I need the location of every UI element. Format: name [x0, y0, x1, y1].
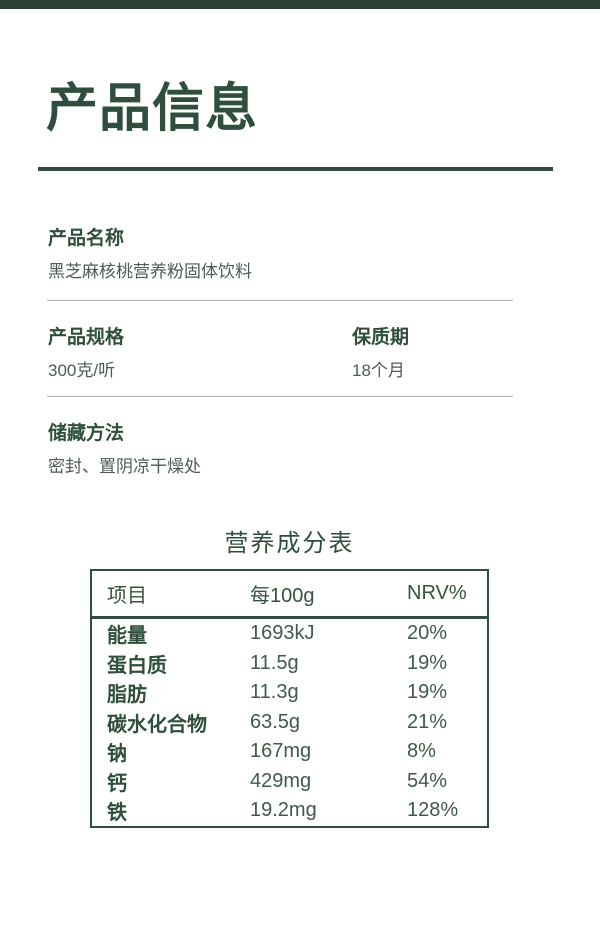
- table-cell: 铁: [107, 802, 127, 825]
- header-nrv: NRV%: [407, 582, 467, 604]
- separator: [47, 396, 513, 397]
- table-cell: 1693kJ: [250, 622, 315, 645]
- table-cell: 167mg: [250, 740, 312, 763]
- table-row: 碳水化合物 63.5g 21%: [92, 708, 487, 738]
- table-cell: 蛋白质: [107, 654, 167, 677]
- storage-value: 密封、置阴凉干燥处: [48, 457, 201, 476]
- spec-value: 300克/听: [48, 361, 116, 380]
- shelf-life-value: 18个月: [352, 361, 405, 380]
- table-cell: 钠: [107, 743, 127, 766]
- storage-label: 储藏方法: [48, 423, 125, 444]
- shelf-life-label: 保质期: [352, 327, 410, 348]
- table-cell: 20%: [407, 622, 448, 645]
- nutrition-table-body: 能量 1693kJ 20% 蛋白质 11.5g 19% 脂肪 11.3g 19% 碳水化合物 63.…: [92, 619, 487, 826]
- section-spec: 产品规格 300克/听: [48, 327, 352, 381]
- product-name-label: 产品名称: [48, 228, 125, 249]
- table-cell: 19.2mg: [250, 799, 317, 822]
- title-underline: [38, 167, 553, 171]
- nutrition-table: 项目 每100g NRV% 能量 1693kJ 20% 蛋白质 11.5g 19% 脂肪 11…: [90, 569, 489, 828]
- table-cell: 11.5g: [250, 651, 299, 674]
- table-cell: 8%: [407, 740, 436, 763]
- table-row: 能量 1693kJ 20%: [92, 619, 487, 649]
- table-cell: 54%: [407, 769, 448, 792]
- product-name-value: 黑芝麻核桃营养粉固体饮料: [48, 262, 252, 281]
- header-per100g: 每100g: [250, 585, 315, 607]
- table-cell: 63.5g: [250, 710, 301, 733]
- nutrition-table-title: 营养成分表: [224, 530, 355, 557]
- table-cell: 19%: [407, 651, 448, 674]
- table-row: 钠 167mg 8%: [92, 737, 487, 767]
- table-cell: 能量: [107, 625, 147, 648]
- table-cell: 碳水化合物: [107, 713, 207, 736]
- table-row: 钙 429mg 54%: [92, 767, 487, 797]
- table-cell: 11.3g: [250, 681, 299, 704]
- section-product-name: 产品名称 黑芝麻核桃营养粉固体饮料: [48, 228, 600, 282]
- section-storage: 储藏方法 密封、置阴凉干燥处: [48, 423, 600, 477]
- table-cell: 19%: [407, 681, 448, 704]
- header-item: 项目: [107, 585, 147, 607]
- section-spec-shelf: 产品规格 300克/听 保质期 18个月: [48, 327, 600, 381]
- table-cell: 脂肪: [107, 684, 147, 707]
- separator: [47, 300, 513, 301]
- table-cell: 128%: [407, 799, 459, 822]
- table-cell: 钙: [107, 772, 127, 795]
- table-row: 铁 19.2mg 128%: [92, 796, 487, 826]
- page-title: 产品信息: [46, 80, 259, 138]
- table-row: 蛋白质 11.5g 19%: [92, 649, 487, 679]
- section-shelf-life: 保质期 18个月: [352, 327, 600, 381]
- top-accent-bar: [0, 0, 600, 9]
- nutrition-table-header: 项目 每100g NRV%: [92, 571, 487, 619]
- table-cell: 21%: [407, 710, 448, 733]
- table-cell: 429mg: [250, 769, 312, 792]
- table-row: 脂肪 11.3g 19%: [92, 678, 487, 708]
- spec-label: 产品规格: [48, 327, 125, 348]
